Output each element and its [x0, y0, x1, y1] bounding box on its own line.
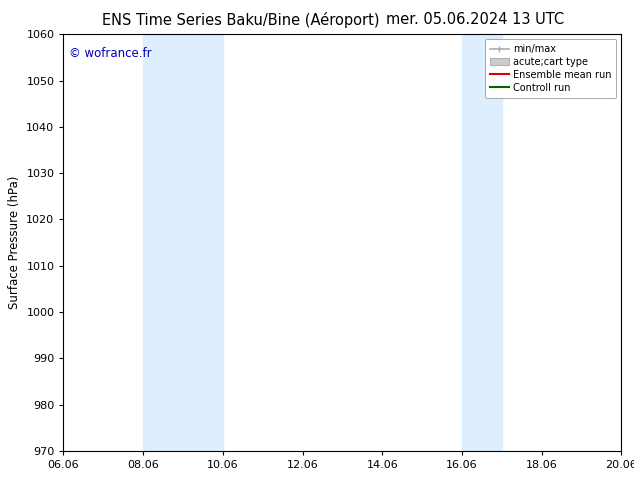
Bar [143, 34, 223, 451]
Text: mer. 05.06.2024 13 UTC: mer. 05.06.2024 13 UTC [387, 12, 564, 27]
Legend: min/max, acute;cart type, Ensemble mean run, Controll run: min/max, acute;cart type, Ensemble mean … [485, 39, 616, 98]
Text: © wofrance.fr: © wofrance.fr [69, 47, 152, 60]
Y-axis label: Surface Pressure (hPa): Surface Pressure (hPa) [8, 176, 21, 309]
Bar [462, 34, 501, 451]
Text: ENS Time Series Baku/Bine (Aéroport): ENS Time Series Baku/Bine (Aéroport) [102, 12, 380, 28]
